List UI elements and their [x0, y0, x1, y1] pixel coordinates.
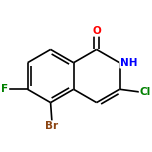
Text: NH: NH [120, 58, 138, 68]
Text: Cl: Cl [140, 87, 151, 97]
Text: F: F [1, 84, 8, 94]
Text: Br: Br [45, 121, 59, 131]
Text: O: O [92, 26, 101, 36]
